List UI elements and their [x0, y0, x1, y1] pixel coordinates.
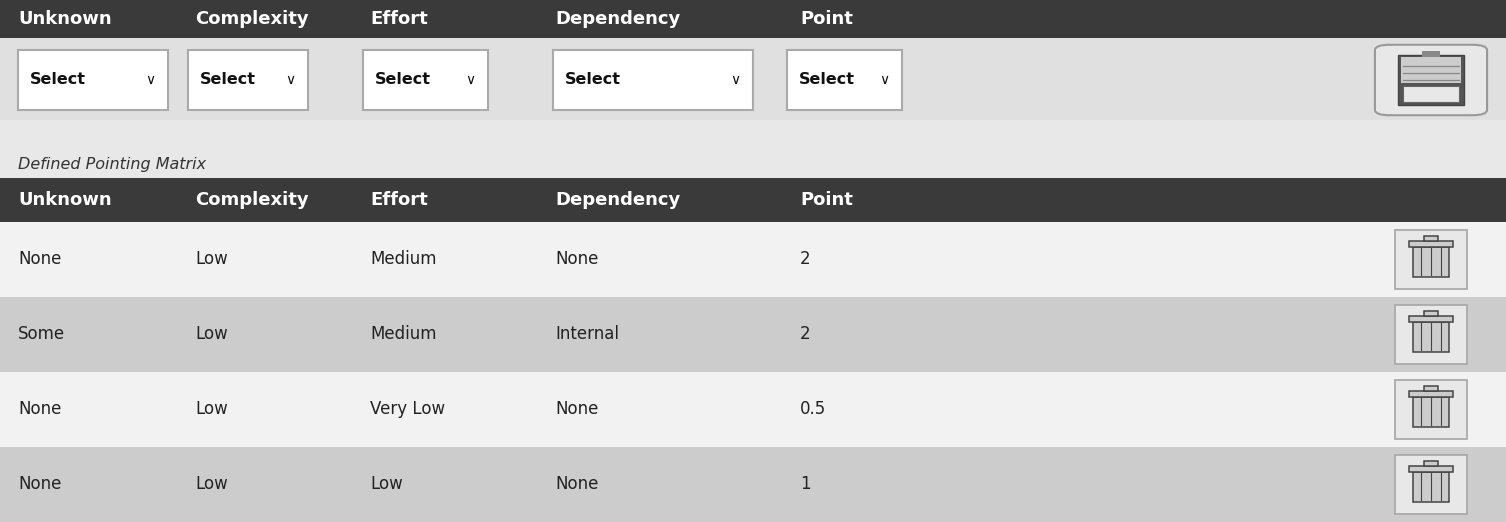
Text: None: None: [556, 250, 598, 268]
FancyBboxPatch shape: [0, 447, 1506, 522]
Text: Select: Select: [200, 73, 256, 88]
FancyBboxPatch shape: [0, 222, 1506, 297]
FancyBboxPatch shape: [1404, 86, 1458, 102]
FancyBboxPatch shape: [1413, 471, 1449, 502]
FancyBboxPatch shape: [1408, 241, 1453, 246]
Text: None: None: [18, 475, 62, 493]
FancyBboxPatch shape: [1408, 466, 1453, 471]
FancyBboxPatch shape: [1413, 246, 1449, 277]
FancyBboxPatch shape: [363, 50, 488, 110]
Text: Unknown: Unknown: [18, 10, 111, 28]
Text: Medium: Medium: [370, 250, 437, 268]
Text: None: None: [556, 475, 598, 493]
FancyBboxPatch shape: [788, 50, 902, 110]
FancyBboxPatch shape: [1408, 391, 1453, 397]
Text: Dependency: Dependency: [556, 191, 681, 209]
FancyBboxPatch shape: [553, 50, 753, 110]
Text: Select: Select: [565, 73, 620, 88]
Text: Select: Select: [375, 73, 431, 88]
FancyBboxPatch shape: [0, 178, 1506, 222]
Text: Internal: Internal: [556, 325, 619, 343]
Text: ∨: ∨: [285, 73, 295, 87]
FancyBboxPatch shape: [1413, 397, 1449, 427]
FancyBboxPatch shape: [1395, 380, 1467, 439]
Text: Some: Some: [18, 325, 65, 343]
Text: Complexity: Complexity: [194, 10, 309, 28]
Text: Very Low: Very Low: [370, 400, 446, 418]
Text: Low: Low: [194, 400, 227, 418]
FancyBboxPatch shape: [0, 0, 1506, 38]
Text: ∨: ∨: [730, 73, 739, 87]
FancyBboxPatch shape: [0, 150, 1506, 178]
Text: ∨: ∨: [880, 73, 889, 87]
Text: Point: Point: [800, 10, 852, 28]
Text: 1: 1: [800, 475, 810, 493]
Text: ∨: ∨: [465, 73, 474, 87]
Text: Low: Low: [194, 250, 227, 268]
FancyBboxPatch shape: [0, 38, 1506, 120]
FancyBboxPatch shape: [0, 297, 1506, 372]
Text: Point: Point: [800, 191, 852, 209]
FancyBboxPatch shape: [1395, 230, 1467, 289]
FancyBboxPatch shape: [1408, 316, 1453, 322]
FancyBboxPatch shape: [1422, 51, 1440, 57]
Text: ∨: ∨: [145, 73, 155, 87]
Text: Select: Select: [800, 73, 855, 88]
FancyBboxPatch shape: [1423, 236, 1438, 241]
FancyBboxPatch shape: [1375, 45, 1486, 115]
FancyBboxPatch shape: [1395, 455, 1467, 514]
Text: None: None: [18, 400, 62, 418]
FancyBboxPatch shape: [1423, 312, 1438, 316]
Text: 0.5: 0.5: [800, 400, 827, 418]
Text: Select: Select: [30, 73, 86, 88]
Text: Low: Low: [194, 325, 227, 343]
Text: Defined Pointing Matrix: Defined Pointing Matrix: [18, 157, 206, 172]
Text: Low: Low: [370, 475, 402, 493]
Text: Dependency: Dependency: [556, 10, 681, 28]
FancyBboxPatch shape: [1398, 55, 1464, 105]
Text: Effort: Effort: [370, 191, 428, 209]
FancyBboxPatch shape: [18, 50, 169, 110]
FancyBboxPatch shape: [1423, 461, 1438, 466]
Text: Unknown: Unknown: [18, 191, 111, 209]
FancyBboxPatch shape: [1413, 322, 1449, 352]
Text: Effort: Effort: [370, 10, 428, 28]
Text: Complexity: Complexity: [194, 191, 309, 209]
Text: 2: 2: [800, 250, 810, 268]
Text: Medium: Medium: [370, 325, 437, 343]
FancyBboxPatch shape: [188, 50, 309, 110]
FancyBboxPatch shape: [1423, 386, 1438, 391]
FancyBboxPatch shape: [1395, 305, 1467, 364]
Text: Low: Low: [194, 475, 227, 493]
FancyBboxPatch shape: [1401, 57, 1461, 83]
FancyBboxPatch shape: [0, 372, 1506, 447]
Text: None: None: [18, 250, 62, 268]
Text: None: None: [556, 400, 598, 418]
FancyBboxPatch shape: [0, 120, 1506, 150]
Text: 2: 2: [800, 325, 810, 343]
